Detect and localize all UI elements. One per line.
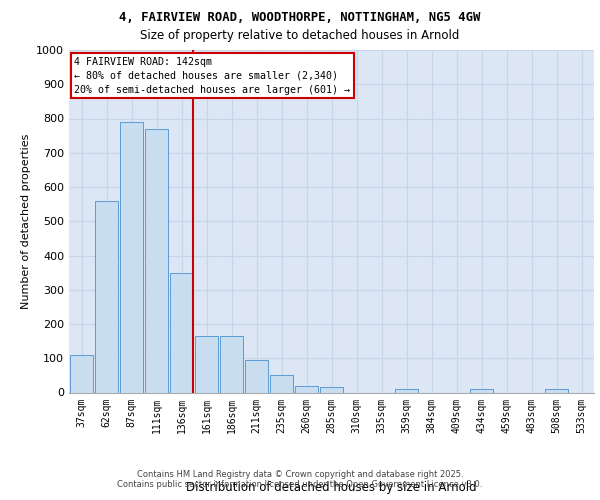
Bar — [70, 355, 93, 393]
Text: 4 FAIRVIEW ROAD: 142sqm
← 80% of detached houses are smaller (2,340)
20% of semi: 4 FAIRVIEW ROAD: 142sqm ← 80% of detache… — [74, 57, 350, 95]
X-axis label: Distribution of detached houses by size in Arnold: Distribution of detached houses by size … — [186, 481, 477, 494]
Bar — [145, 129, 168, 392]
Bar — [245, 360, 268, 392]
Y-axis label: Number of detached properties: Number of detached properties — [20, 134, 31, 309]
Bar — [170, 272, 193, 392]
Bar — [295, 386, 318, 392]
Bar — [395, 389, 418, 392]
Bar — [545, 389, 568, 392]
Bar — [320, 388, 343, 392]
Bar — [270, 376, 293, 392]
Text: 4, FAIRVIEW ROAD, WOODTHORPE, NOTTINGHAM, NG5 4GW: 4, FAIRVIEW ROAD, WOODTHORPE, NOTTINGHAM… — [119, 11, 481, 24]
Text: Size of property relative to detached houses in Arnold: Size of property relative to detached ho… — [140, 29, 460, 42]
Bar — [470, 389, 493, 392]
Bar — [120, 122, 143, 392]
Bar — [220, 336, 243, 392]
Bar — [95, 200, 118, 392]
Text: Contains HM Land Registry data © Crown copyright and database right 2025.
Contai: Contains HM Land Registry data © Crown c… — [118, 470, 482, 489]
Bar — [195, 336, 218, 392]
